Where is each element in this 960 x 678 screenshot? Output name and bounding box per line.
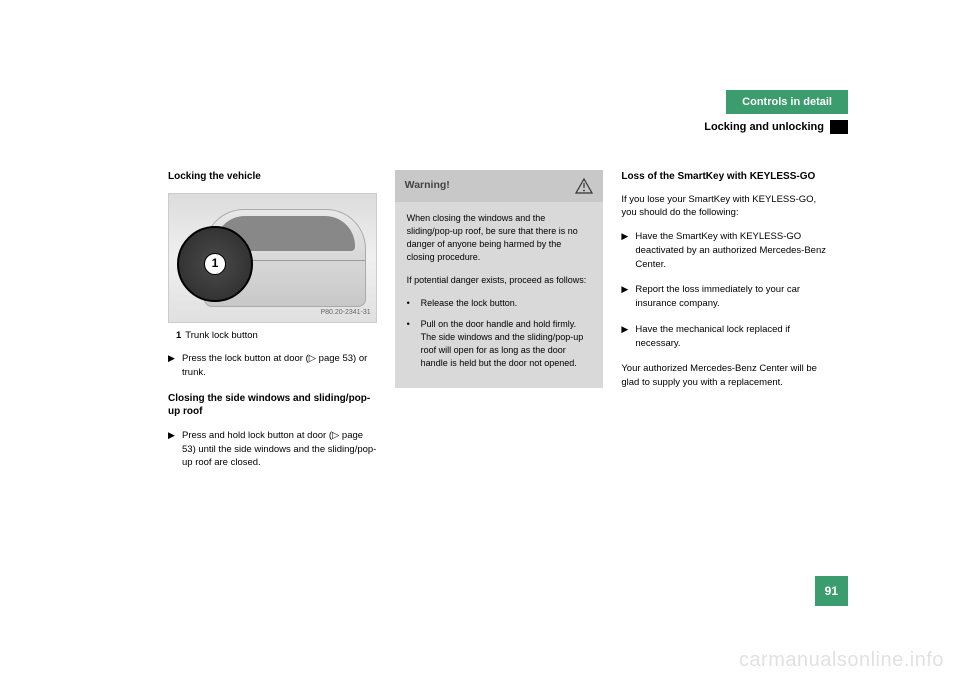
bullet-text: Have the SmartKey with KEYLESS-GO deacti… [635,230,830,271]
list-item: • Pull on the door handle and hold firml… [407,318,592,370]
section-tab [830,120,848,134]
bullet-text: Press the lock button at door (▷ page 53… [182,352,377,380]
vehicle-image: 1 P80.20-2341-31 [168,193,377,323]
column-3: Loss of the SmartKey with KEYLESS-GO If … [621,170,830,482]
bullet-text: Have the mechanical lock replaced if nec… [635,323,830,351]
warning-box: Warning! When closing the windows and th… [395,170,604,388]
legend-text: Trunk lock button [185,329,258,343]
bullet-text: Press and hold lock button at door (▷ pa… [182,429,377,470]
triangle-bullet-icon: ▶ [621,230,635,271]
list-item: ▶ Have the SmartKey with KEYLESS-GO deac… [621,230,830,271]
triangle-bullet-icon: ▶ [168,429,182,470]
bullet-dot-icon: • [407,297,421,310]
callout-marker: 1 [204,253,226,275]
warning-paragraph: If potential danger exists, proceed as f… [407,274,592,287]
column-2: Warning! When closing the windows and th… [395,170,604,482]
warning-li-text: Pull on the door handle and hold firmly.… [421,318,592,370]
bullet-dot-icon: • [407,318,421,370]
warning-body: When closing the windows and the sliding… [395,202,604,388]
warning-header: Warning! [395,170,604,202]
column-1: Locking the vehicle 1 P80.20-2341-31 1 T… [168,170,377,482]
section-title: Locking and unlocking [704,121,824,133]
image-code: P80.20-2341-31 [320,308,370,318]
warning-paragraph: When closing the windows and the sliding… [407,212,592,264]
bullet-text: Report the loss immediately to your car … [635,283,830,311]
section-row: Locking and unlocking [704,120,848,134]
warning-label: Warning! [405,178,450,193]
warning-triangle-icon [575,178,593,194]
watermark: carmanualsonline.info [739,649,944,672]
content-area: Locking the vehicle 1 P80.20-2341-31 1 T… [168,170,830,482]
list-item: ▶ Press and hold lock button at door (▷ … [168,429,377,470]
list-item: ▶ Have the mechanical lock replaced if n… [621,323,830,351]
page-header: Controls in detail Locking and unlocking [704,90,848,134]
list-item: ▶ Report the loss immediately to your ca… [621,283,830,311]
col1-heading: Locking the vehicle [168,170,377,185]
warning-li-text: Release the lock button. [421,297,518,310]
col3-paragraph: If you lose your SmartKey with KEYLESS-G… [621,193,830,221]
zoom-circle: 1 [177,226,253,302]
col1-subheading: Closing the side windows and sliding/pop… [168,392,377,419]
image-legend: 1 Trunk lock button [168,329,377,343]
legend-number: 1 [176,329,181,343]
triangle-bullet-icon: ▶ [621,283,635,311]
list-item: ▶ Press the lock button at door (▷ page … [168,352,377,380]
col3-paragraph: Your authorized Mercedes-Benz Center wil… [621,362,830,390]
triangle-bullet-icon: ▶ [168,352,182,380]
chapter-label: Controls in detail [726,90,848,114]
col3-heading: Loss of the SmartKey with KEYLESS-GO [621,170,830,185]
page-number: 91 [815,576,848,606]
triangle-bullet-icon: ▶ [621,323,635,351]
list-item: • Release the lock button. [407,297,592,310]
